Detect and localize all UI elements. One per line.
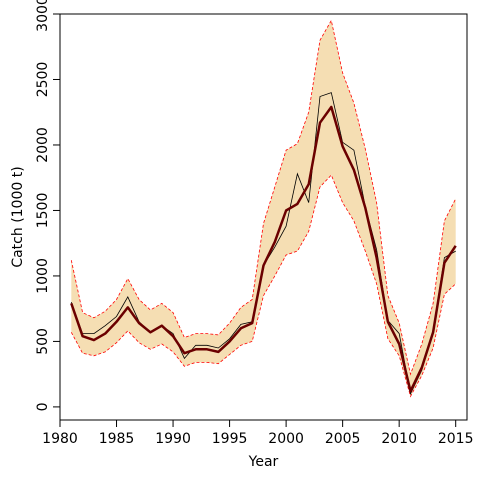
plot-area (59, 13, 468, 421)
y-tick-label: 1500 (35, 193, 51, 229)
y-tick-label: 500 (35, 328, 51, 355)
x-axis-title: Year (248, 454, 279, 470)
x-tick-label: 1980 (42, 431, 78, 447)
y-tick-label: 0 (35, 402, 51, 411)
x-tick-label: 1995 (212, 431, 248, 447)
uncertainty-band (71, 20, 456, 397)
y-tick-label: 2500 (35, 62, 51, 98)
y-axis: 0 500 1000 1500 2000 2500 3000 (35, 0, 61, 411)
y-axis-title: Catch (1000 t) (10, 166, 26, 267)
x-tick-label: 2010 (381, 431, 417, 447)
x-tick-label: 1990 (155, 431, 191, 447)
y-tick-label: 3000 (35, 0, 51, 32)
y-tick-label: 1000 (35, 258, 51, 294)
x-tick-label: 2015 (438, 431, 474, 447)
y-tick-label: 2000 (35, 127, 51, 163)
x-tick-label: 1985 (99, 431, 135, 447)
band-upper-line (70, 19, 457, 376)
fitted-catch-line (70, 105, 457, 393)
x-axis: 1980 1985 1990 1995 2000 2005 2010 2015 (42, 419, 474, 447)
x-tick-label: 2005 (325, 431, 361, 447)
band-lower-line (70, 174, 456, 398)
x-tick-label: 2000 (268, 431, 304, 447)
